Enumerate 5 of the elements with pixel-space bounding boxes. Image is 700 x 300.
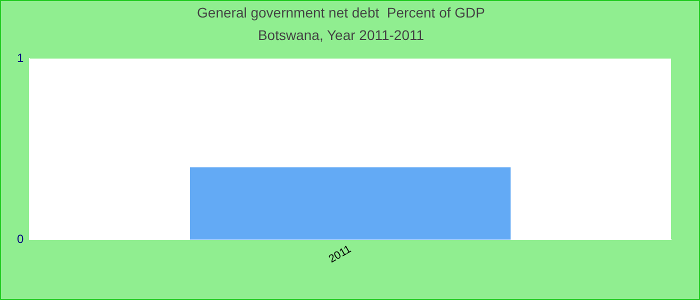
y-tick-label: 0 (16, 232, 24, 246)
chart-title: General government net debt Percent of GDP (197, 4, 485, 20)
chart-subtitle: Botswana, Year 2011-2011 (258, 27, 424, 44)
x-tick-label: 2011 (326, 243, 354, 266)
y-tick-label: 1 (16, 50, 24, 65)
